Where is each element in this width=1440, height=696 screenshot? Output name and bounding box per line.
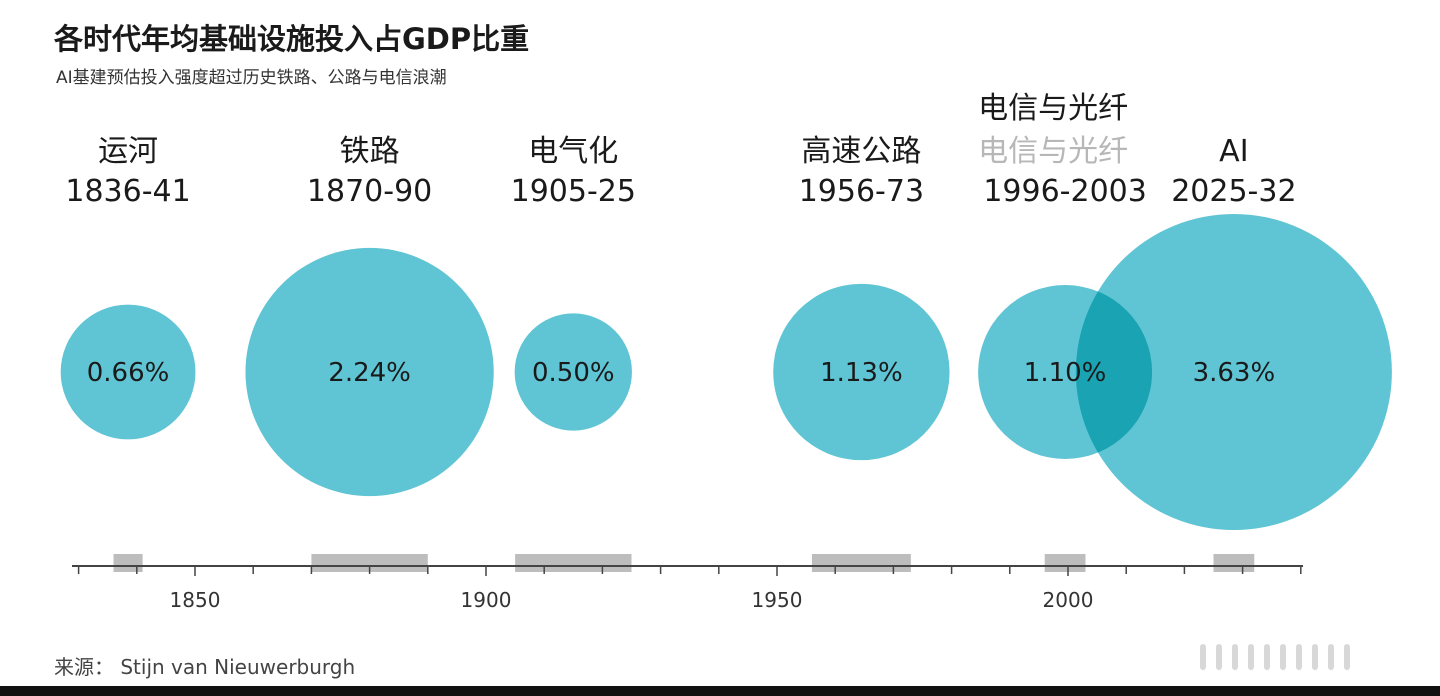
era-name: 电气化 [528,134,618,169]
period-bar [811,554,911,572]
page-indicator [1200,644,1350,670]
era-headers: 运河 1836-41 铁路 1870-90 电气化 1905-25 高速公路 1956-73 电… [65,91,1296,209]
bubbles-layer [60,214,1392,530]
bubble [514,313,632,431]
era-years: 1836-41 [65,174,190,209]
page-dot [1312,644,1318,670]
axis-tick-label: 1850 [170,588,221,612]
page-dot [1232,644,1238,670]
era-name: 运河 [98,134,158,169]
era-years: 1996-2003 [983,174,1147,209]
page-dot [1344,644,1350,670]
bubble [773,283,950,461]
period-bar [1044,554,1086,572]
bubble [245,247,494,497]
timeline-axis: 1850 1900 1950 2000 [72,554,1303,612]
period-bar [311,554,428,572]
era-name: AI [1219,134,1248,169]
page-dot [1280,644,1286,670]
era-name: 高速公路 [801,134,921,169]
era-name-top: 电信与光纤 [978,91,1128,126]
period-bar [1213,554,1255,572]
page-dot [1328,644,1334,670]
bubble [60,304,196,440]
page-dot [1264,644,1270,670]
overlap-layer [1075,285,1153,459]
chart-title: 各时代年均基础设施投入占GDP比重 [53,22,529,56]
bottom-bar [0,686,1440,696]
bubble-value-label: 1.10% [1024,358,1107,388]
era-name-ghost: 电信与光纤 [978,134,1128,169]
period-bar [113,554,143,572]
bubble-value-label: 1.13% [820,358,903,388]
era-years: 1905-25 [511,174,636,209]
bubble-overlap [1075,285,1153,459]
page-dot [1216,644,1222,670]
page-dot [1200,644,1206,670]
chart-subtitle: AI基建预估投入强度超过历史铁路、公路与电信浪潮 [56,68,447,88]
bubble-value-label: 2.24% [328,358,411,388]
era-years: 1870-90 [307,174,432,209]
bubble-value-label: 3.63% [1193,358,1276,388]
era-years: 2025-32 [1171,174,1296,209]
era-years: 1956-73 [799,174,924,209]
bubble [1075,214,1392,530]
era-name: 铁路 [340,134,400,169]
axis-tick-label: 2000 [1043,588,1094,612]
bubble-value-label: 0.66% [87,358,170,388]
page-dot [1296,644,1302,670]
period-bar [515,554,632,572]
axis-tick-label: 1950 [752,588,803,612]
page-dot [1248,644,1254,670]
bubble-value-label: 0.50% [532,358,615,388]
source-note: 来源： Stijn van Nieuwerburgh [54,655,355,679]
axis-tick-label: 1900 [461,588,512,612]
bubble-labels-layer: 0.66% 2.24% 0.50% 1.13% 1.10% 3.63% [87,358,1275,388]
